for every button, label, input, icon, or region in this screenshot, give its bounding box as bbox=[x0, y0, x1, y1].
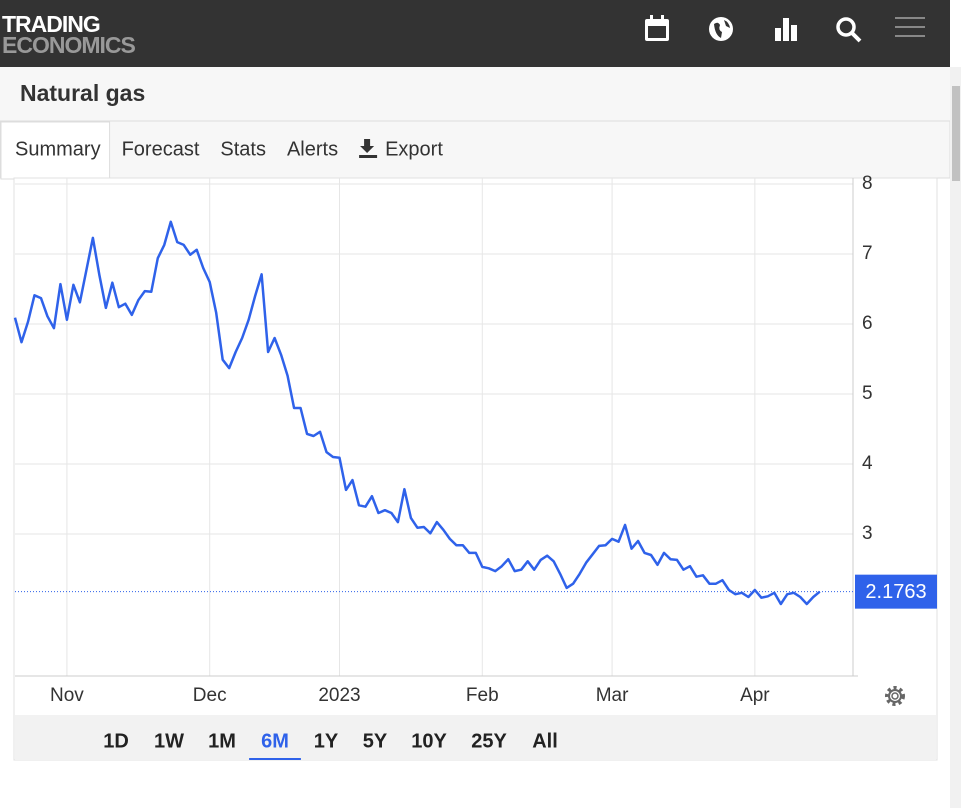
logo[interactable]: TRADING bbox=[2, 11, 101, 37]
scrollbar-thumb[interactable] bbox=[952, 86, 960, 181]
chart: 3 4 5 6 7 8 Nov Dec 2023 Feb Mar Apr 2.1763 bbox=[13, 173, 937, 706]
range-selector: 1D 1W 1M 6M 1Y 5Y 10Y 25Y All bbox=[103, 730, 558, 760]
chart-icon[interactable] bbox=[775, 18, 797, 41]
tab[interactable]: Export bbox=[385, 138, 443, 160]
tabs: Summary Forecast Stats Alerts Export bbox=[0, 121, 443, 180]
x-tick-label: Feb bbox=[466, 685, 499, 706]
range-button[interactable]: 1W bbox=[154, 730, 184, 752]
range-button[interactable]: 1D bbox=[103, 730, 129, 752]
range-bar bbox=[15, 715, 936, 760]
x-tick-label: Nov bbox=[50, 685, 84, 706]
logo[interactable]: ECONOMICS bbox=[2, 32, 137, 58]
tab[interactable]: Alerts bbox=[287, 138, 338, 160]
y-tick-label: 3 bbox=[862, 523, 873, 544]
search-icon[interactable] bbox=[836, 17, 862, 43]
top-bar bbox=[0, 0, 950, 67]
y-tick-label: 7 bbox=[862, 243, 873, 264]
current-value-box bbox=[855, 574, 937, 609]
chart-panel bbox=[13, 177, 938, 761]
range-button[interactable]: 1M bbox=[208, 730, 236, 752]
price-line bbox=[13, 220, 821, 606]
globe-icon[interactable] bbox=[709, 17, 733, 41]
settings-icon[interactable] bbox=[885, 686, 905, 706]
range-button[interactable]: 6M bbox=[261, 730, 289, 752]
menu-icon[interactable] bbox=[895, 17, 925, 37]
calendar-icon[interactable] bbox=[645, 15, 669, 41]
y-tick-label: 4 bbox=[862, 453, 873, 474]
tab[interactable]: Summary bbox=[15, 138, 101, 160]
x-tick-label: Dec bbox=[193, 685, 227, 706]
x-tick-label: Apr bbox=[740, 685, 770, 706]
range-button[interactable]: 10Y bbox=[411, 730, 447, 752]
range-button[interactable]: 1Y bbox=[314, 730, 339, 752]
scrollbar bbox=[950, 67, 961, 808]
current-value-label: 2.1763 bbox=[865, 581, 926, 603]
x-tick-label: 2023 bbox=[318, 685, 360, 706]
range-button[interactable]: All bbox=[532, 730, 558, 752]
y-tick-label: 8 bbox=[862, 173, 873, 194]
download-icon[interactable] bbox=[359, 139, 378, 158]
tab[interactable]: Stats bbox=[220, 138, 266, 160]
range-button[interactable]: 25Y bbox=[471, 730, 507, 752]
title-bar bbox=[0, 67, 950, 121]
page-title: Natural gas bbox=[20, 80, 145, 106]
tab[interactable]: Forecast bbox=[122, 138, 200, 160]
range-button[interactable]: 5Y bbox=[363, 730, 388, 752]
y-tick-label: 6 bbox=[862, 313, 873, 334]
y-tick-label: 5 bbox=[862, 383, 873, 404]
x-tick-label: Mar bbox=[596, 685, 629, 706]
